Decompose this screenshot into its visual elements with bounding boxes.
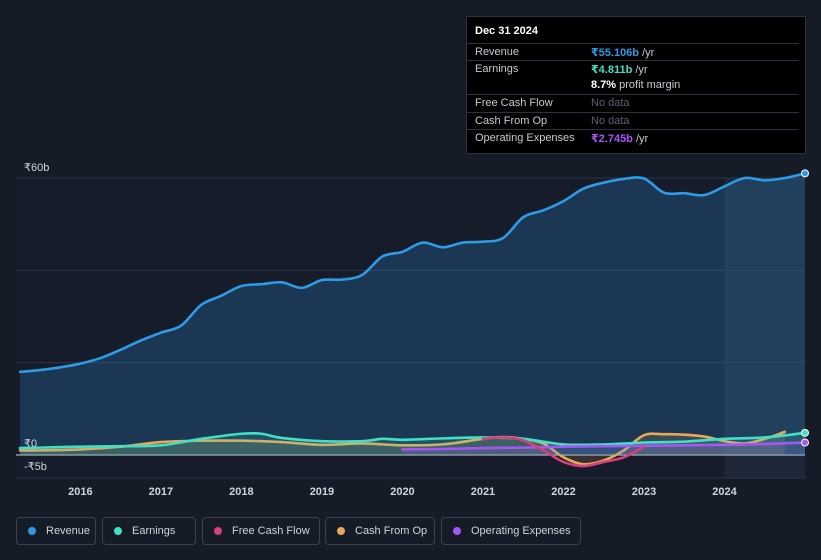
tooltip-margin-text: profit margin bbox=[616, 79, 681, 91]
tooltip-revenue-label: Revenue bbox=[475, 46, 520, 58]
x-tick-label-2019: 2019 bbox=[310, 486, 334, 498]
tooltip-opex-value: ₹2.745b bbox=[591, 133, 633, 145]
legend-opex-label: Operating Expenses bbox=[471, 525, 571, 537]
legend-revenue[interactable]: Revenue bbox=[16, 517, 96, 545]
legend-fcf-label: Free Cash Flow bbox=[232, 525, 310, 537]
series-cfo-area bbox=[20, 431, 785, 465]
x-tick-label-2017: 2017 bbox=[149, 486, 173, 498]
x-tick-label-2020: 2020 bbox=[390, 486, 414, 498]
y-tick-label-0: ₹0 bbox=[24, 438, 37, 450]
legend-cfo-dot-icon bbox=[337, 527, 345, 535]
series-earnings-area bbox=[20, 432, 805, 455]
legend-revenue-label: Revenue bbox=[46, 525, 91, 537]
legend-revenue-dot-icon bbox=[28, 527, 36, 535]
plot-background bbox=[16, 178, 805, 478]
series-revenue-area bbox=[20, 173, 805, 455]
x-tick-label-2022: 2022 bbox=[551, 486, 575, 498]
series-opex-line bbox=[401, 441, 807, 451]
legend-fcf[interactable]: Free Cash Flow bbox=[202, 517, 320, 545]
tooltip-revenue-unit: /yr bbox=[639, 47, 655, 59]
legend-opex-dot-icon bbox=[453, 527, 461, 535]
series-earnings-line bbox=[18, 431, 807, 450]
tooltip-date: Dec 31 2024 bbox=[475, 25, 538, 37]
tooltip-row-revenue: Revenue ₹55.106b /yr bbox=[467, 43, 799, 61]
highlight-region bbox=[724, 178, 805, 478]
y-tick-label-neg5: -₹5b bbox=[24, 461, 47, 473]
y-tick-label-60: ₹60b bbox=[24, 162, 49, 174]
tooltip-row-opex: Operating Expenses ₹2.745b /yr bbox=[467, 129, 799, 147]
tooltip-fcf-value: No data bbox=[591, 97, 630, 109]
tooltip-opex-unit: /yr bbox=[632, 133, 649, 145]
legend-cfo-label: Cash From Op bbox=[355, 525, 428, 537]
tooltip-fcf-label: Free Cash Flow bbox=[475, 97, 553, 109]
series-opex-end-point bbox=[801, 438, 809, 447]
x-tick-label-2024: 2024 bbox=[712, 486, 737, 498]
series-fcf-line bbox=[481, 436, 646, 468]
tooltip-row-margin: 8.7% profit margin bbox=[467, 77, 799, 94]
x-tick-label-2018: 2018 bbox=[229, 486, 253, 498]
x-tick-label-2023: 2023 bbox=[632, 486, 656, 498]
series-earnings-end-point bbox=[801, 428, 809, 437]
tooltip-revenue-value: ₹55.106b bbox=[591, 47, 640, 59]
x-tick-label-2016: 2016 bbox=[68, 486, 92, 498]
tooltip-earnings-label: Earnings bbox=[475, 63, 519, 75]
legend-cfo[interactable]: Cash From Op bbox=[325, 517, 435, 545]
tooltip-row-earnings: Earnings ₹4.811b /yr bbox=[467, 60, 799, 78]
tooltip-cfo-label: Cash From Op bbox=[475, 115, 548, 127]
tooltip-panel: Dec 31 2024 Revenue ₹55.106b /yr Earning… bbox=[466, 16, 806, 154]
legend-earnings[interactable]: Earnings bbox=[102, 517, 196, 545]
legend-earnings-dot-icon bbox=[114, 527, 122, 535]
tooltip-row-cfo: Cash From Op No data bbox=[467, 112, 799, 130]
tooltip-row-fcf: Free Cash Flow No data bbox=[467, 94, 799, 112]
tooltip-cfo-value: No data bbox=[591, 115, 630, 127]
tooltip-opex-label: Operating Expenses bbox=[475, 132, 575, 144]
series-revenue-end-point bbox=[801, 169, 809, 178]
series-revenue-line bbox=[18, 172, 807, 374]
tooltip-earnings-value: ₹4.811b bbox=[591, 64, 633, 76]
legend-fcf-dot-icon bbox=[214, 527, 222, 535]
legend-opex[interactable]: Operating Expenses bbox=[441, 517, 581, 545]
tooltip-earnings-unit: /yr bbox=[632, 64, 648, 76]
tooltip-margin-value: 8.7% bbox=[591, 79, 617, 91]
legend-earnings-label: Earnings bbox=[132, 525, 176, 537]
x-tick-label-2021: 2021 bbox=[471, 486, 495, 498]
chart-area: ₹60b ₹0 -₹5b 2016 2017 2018 2019 2020 2021 2022 20… bbox=[16, 162, 809, 498]
